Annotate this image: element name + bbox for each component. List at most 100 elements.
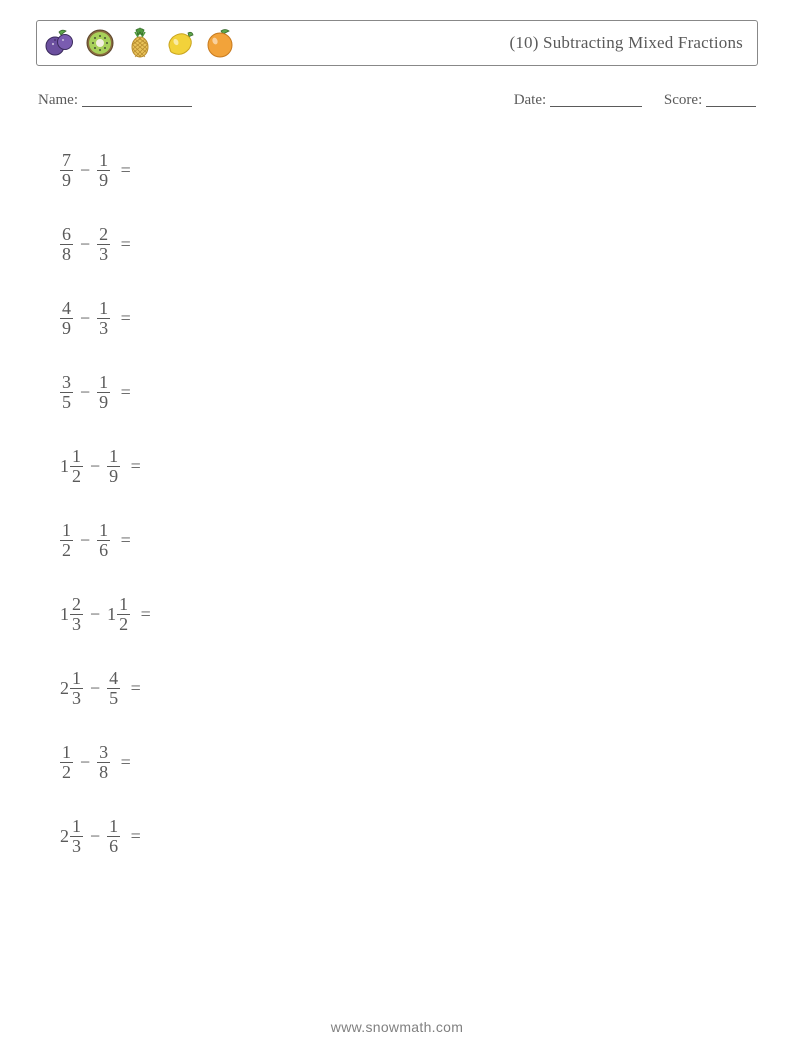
fraction: 19 — [97, 373, 110, 412]
date-label: Date: — [514, 92, 546, 108]
header-box: (10) Subtracting Mixed Fractions — [36, 20, 758, 66]
numerator: 1 — [60, 521, 73, 541]
denominator: 3 — [97, 319, 110, 338]
score-label: Score: — [664, 92, 702, 108]
mixed-number: 12 — [60, 521, 73, 560]
worksheet-page: (10) Subtracting Mixed Fractions Name: D… — [0, 0, 794, 1053]
denominator: 9 — [97, 171, 110, 190]
problem-row: 12−16 = — [60, 503, 758, 577]
equals-sign: = — [116, 160, 131, 181]
meta-row: Name: Date: Score: — [38, 92, 756, 109]
meta-left: Name: — [38, 92, 192, 109]
numerator: 1 — [60, 743, 73, 763]
mixed-number: 35 — [60, 373, 73, 412]
problem-row: 35−19 = — [60, 355, 758, 429]
fraction: 16 — [97, 521, 110, 560]
mixed-number: 16 — [107, 817, 120, 856]
numerator: 1 — [70, 817, 83, 837]
minus-operator: − — [90, 456, 100, 477]
denominator: 2 — [60, 541, 73, 560]
fraction: 49 — [60, 299, 73, 338]
score-field: Score: — [664, 92, 756, 109]
denominator: 2 — [117, 615, 130, 634]
numerator: 1 — [97, 521, 110, 541]
fraction: 12 — [70, 447, 83, 486]
fraction: 23 — [70, 595, 83, 634]
minus-operator: − — [90, 678, 100, 699]
name-field: Name: — [38, 92, 192, 109]
fraction: 19 — [97, 151, 110, 190]
fraction: 13 — [70, 669, 83, 708]
kiwi-icon — [83, 26, 117, 60]
numerator: 3 — [97, 743, 110, 763]
equals-sign: = — [126, 678, 141, 699]
mixed-number: 213 — [60, 817, 83, 856]
minus-operator: − — [80, 530, 90, 551]
minus-operator: − — [80, 752, 90, 773]
meta-right: Date: Score: — [514, 92, 756, 109]
denominator: 9 — [107, 467, 120, 486]
whole-part: 2 — [60, 826, 69, 847]
equals-sign: = — [116, 382, 131, 403]
denominator: 9 — [60, 171, 73, 190]
numerator: 2 — [97, 225, 110, 245]
whole-part: 1 — [107, 604, 116, 625]
mixed-number: 12 — [60, 743, 73, 782]
fraction: 19 — [107, 447, 120, 486]
name-blank[interactable] — [82, 106, 192, 107]
denominator: 8 — [97, 763, 110, 782]
numerator: 3 — [60, 373, 73, 393]
equals-sign: = — [116, 308, 131, 329]
minus-operator: − — [90, 826, 100, 847]
numerator: 1 — [107, 817, 120, 837]
whole-part: 1 — [60, 456, 69, 477]
mixed-number: 213 — [60, 669, 83, 708]
problems-list: 79−19 =68−23 =49−13 =35−19 =112−19 =12−1… — [60, 133, 758, 873]
mixed-number: 19 — [107, 447, 120, 486]
date-blank[interactable] — [550, 106, 642, 107]
pineapple-icon — [123, 26, 157, 60]
equals-sign: = — [126, 456, 141, 477]
minus-operator: − — [90, 604, 100, 625]
denominator: 3 — [70, 837, 83, 856]
fraction: 23 — [97, 225, 110, 264]
problem-row: 123−112 = — [60, 577, 758, 651]
score-blank[interactable] — [706, 106, 756, 107]
numerator: 1 — [97, 373, 110, 393]
denominator: 3 — [97, 245, 110, 264]
name-label: Name: — [38, 92, 78, 108]
equals-sign: = — [126, 826, 141, 847]
mixed-number: 123 — [60, 595, 83, 634]
equals-sign: = — [136, 604, 151, 625]
worksheet-title: (10) Subtracting Mixed Fractions — [509, 33, 743, 53]
denominator: 2 — [60, 763, 73, 782]
mixed-number: 19 — [97, 373, 110, 412]
problem-row: 49−13 = — [60, 281, 758, 355]
denominator: 2 — [70, 467, 83, 486]
mixed-number: 112 — [60, 447, 83, 486]
problem-row: 112−19 = — [60, 429, 758, 503]
denominator: 8 — [60, 245, 73, 264]
mixed-number: 19 — [97, 151, 110, 190]
equals-sign: = — [116, 752, 131, 773]
problem-row: 68−23 = — [60, 207, 758, 281]
fraction: 12 — [117, 595, 130, 634]
mixed-number: 68 — [60, 225, 73, 264]
problem-row: 213−45 = — [60, 651, 758, 725]
numerator: 2 — [70, 595, 83, 615]
denominator: 5 — [60, 393, 73, 412]
denominator: 6 — [107, 837, 120, 856]
numerator: 1 — [97, 299, 110, 319]
fraction: 13 — [97, 299, 110, 338]
footer-url: www.snowmath.com — [0, 1019, 794, 1035]
problem-row: 79−19 = — [60, 133, 758, 207]
numerator: 4 — [60, 299, 73, 319]
mixed-number: 49 — [60, 299, 73, 338]
whole-part: 2 — [60, 678, 69, 699]
numerator: 7 — [60, 151, 73, 171]
minus-operator: − — [80, 308, 90, 329]
mixed-number: 45 — [107, 669, 120, 708]
denominator: 6 — [97, 541, 110, 560]
mixed-number: 112 — [107, 595, 130, 634]
denominator: 3 — [70, 615, 83, 634]
